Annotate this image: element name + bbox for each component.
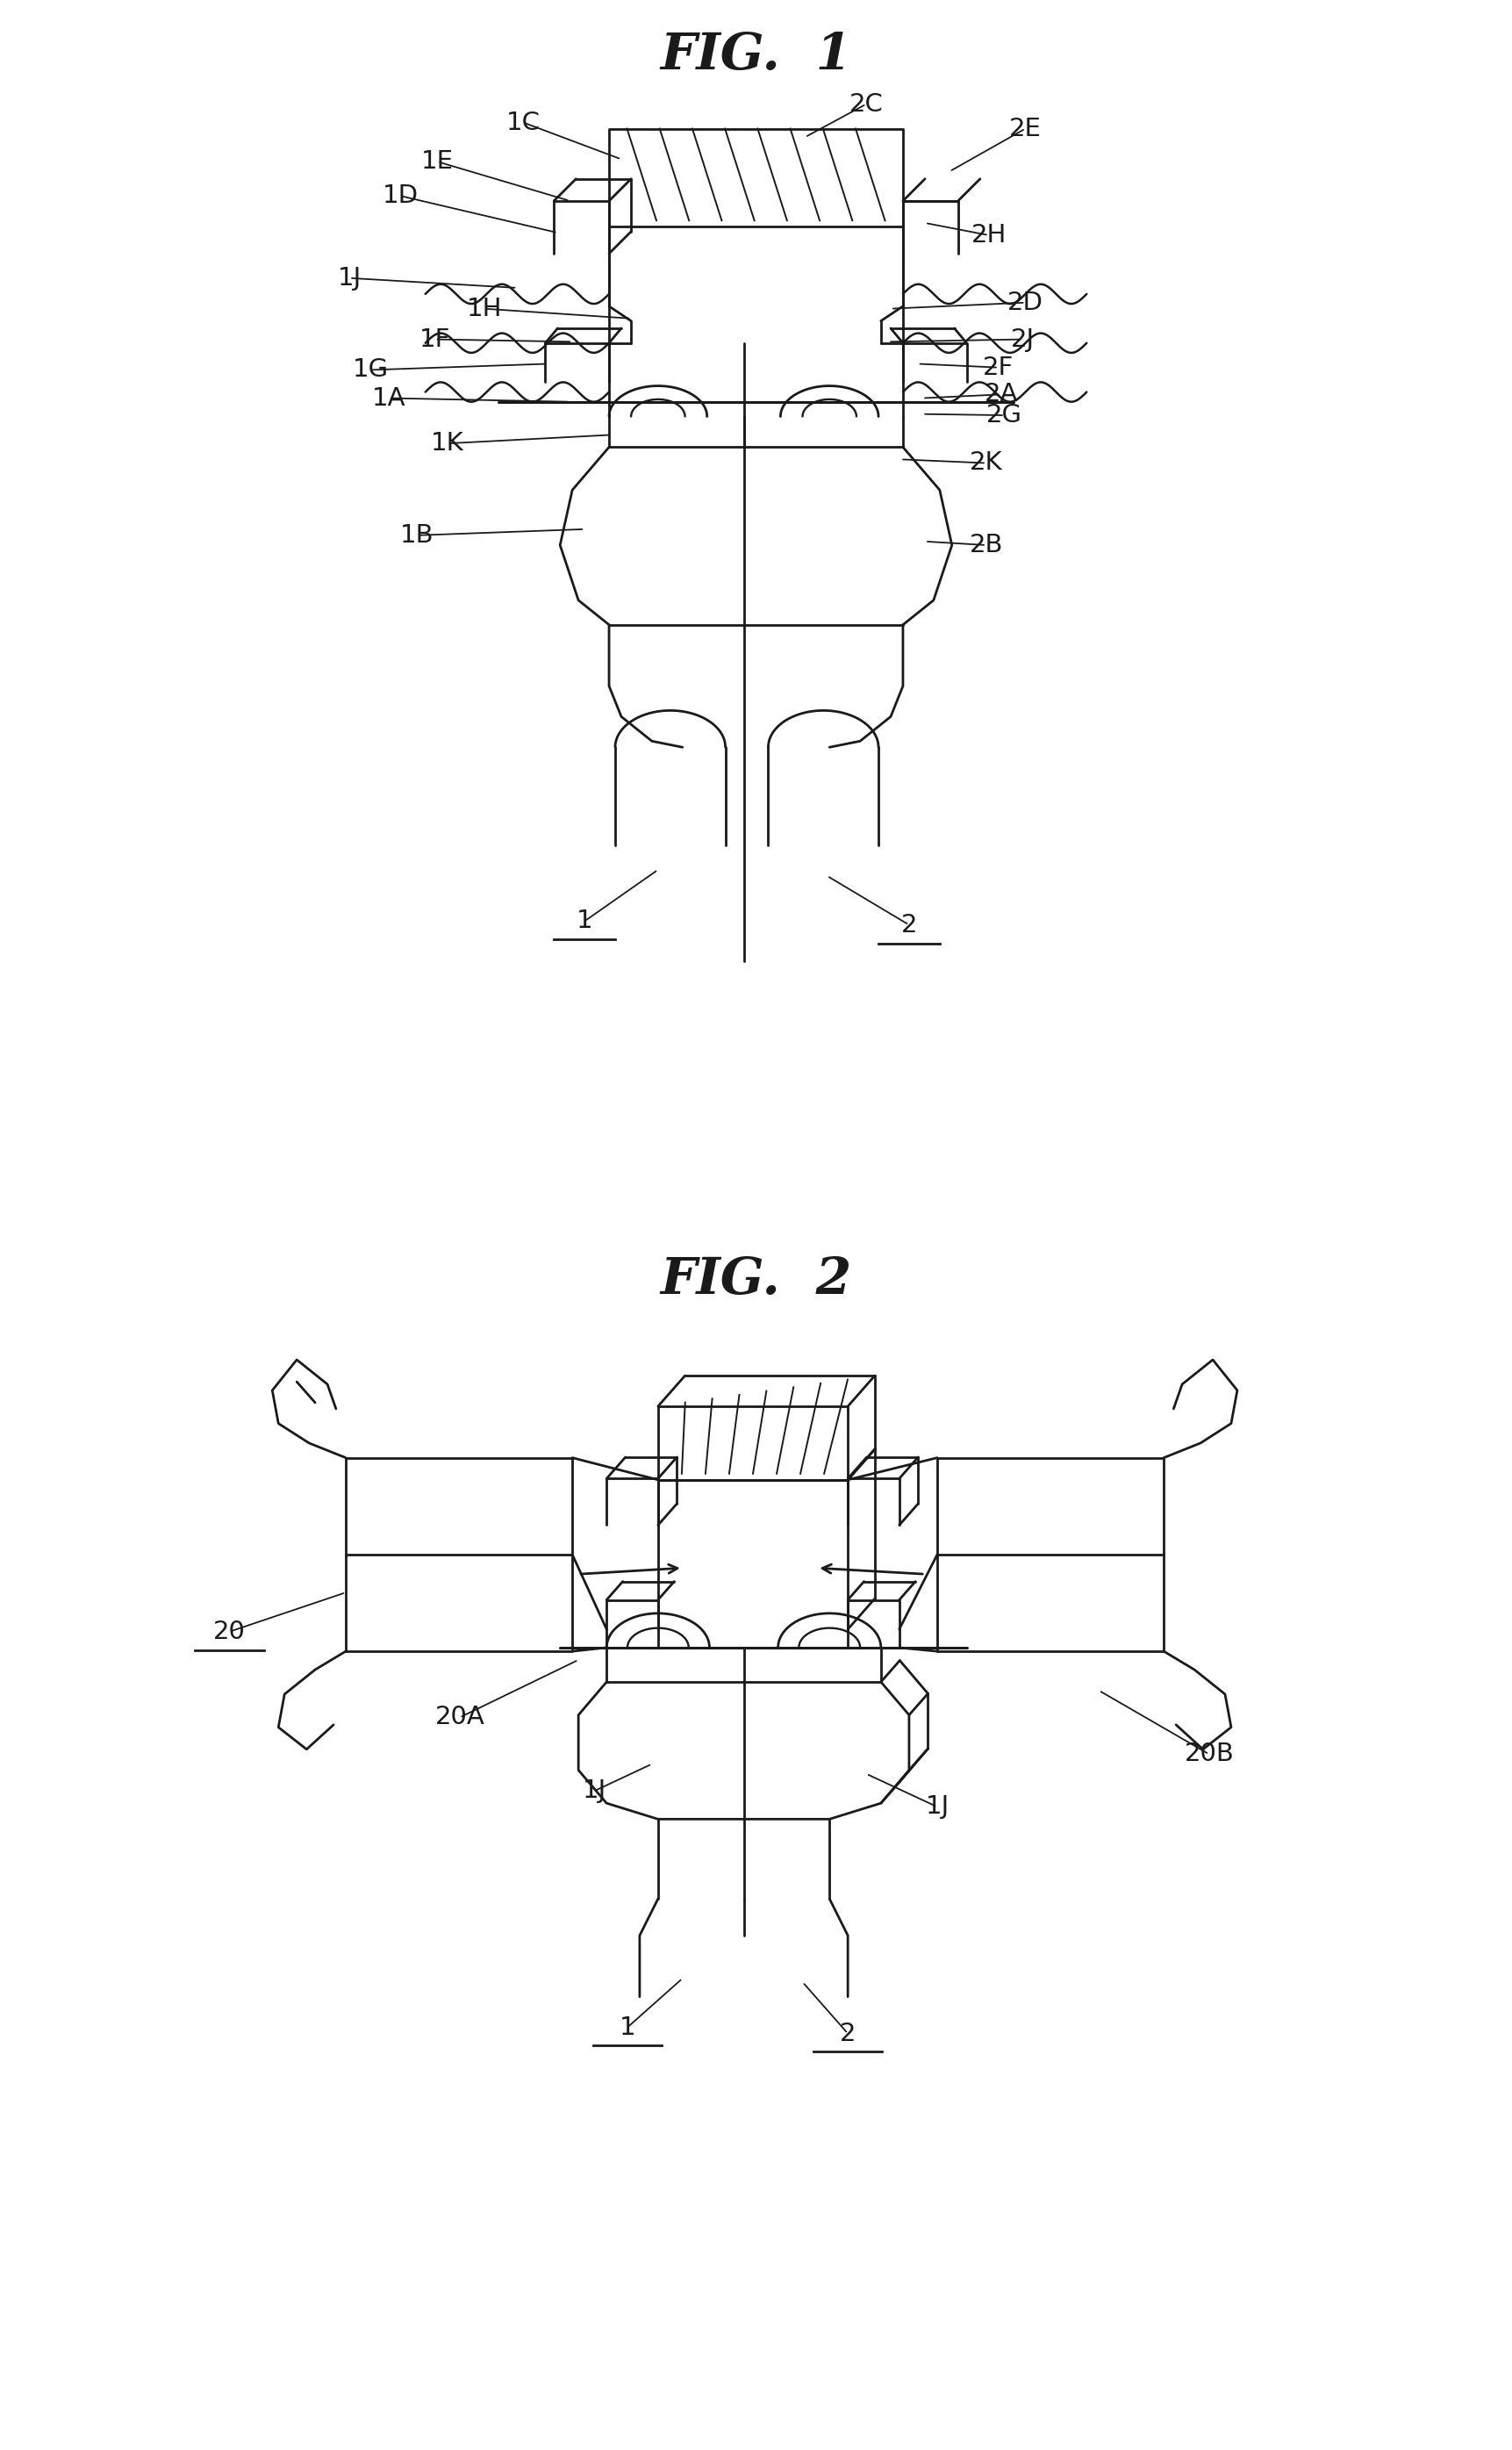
- Text: 2H: 2H: [971, 223, 1007, 247]
- Text: 2: 2: [901, 911, 918, 938]
- Text: 2B: 2B: [969, 532, 1002, 559]
- Text: 1J: 1J: [925, 1793, 950, 1820]
- Text: 2F: 2F: [983, 355, 1015, 380]
- Text: 2J: 2J: [1012, 326, 1034, 353]
- Text: 20: 20: [213, 1619, 245, 1644]
- Text: 1A: 1A: [372, 385, 405, 412]
- Text: 1: 1: [576, 909, 593, 933]
- Text: 1C: 1C: [507, 110, 540, 135]
- Text: 1K: 1K: [431, 431, 464, 456]
- Text: 2C: 2C: [850, 91, 883, 118]
- Text: 1B: 1B: [399, 522, 434, 549]
- Text: 1: 1: [620, 2014, 635, 2041]
- Text: 1H: 1H: [466, 296, 502, 321]
- Text: 2: 2: [839, 2021, 856, 2046]
- Text: 2D: 2D: [1007, 289, 1043, 316]
- Text: 20B: 20B: [1184, 1742, 1234, 1766]
- Text: FIG.  1: FIG. 1: [661, 29, 851, 81]
- Text: 2A: 2A: [984, 382, 1018, 407]
- Text: 1E: 1E: [422, 149, 454, 174]
- Text: 2G: 2G: [987, 402, 1022, 429]
- Text: 2K: 2K: [969, 451, 1002, 475]
- Text: 1J: 1J: [337, 265, 361, 292]
- Text: 1D: 1D: [383, 184, 419, 208]
- Text: 1F: 1F: [420, 326, 451, 353]
- Text: 1J: 1J: [582, 1779, 606, 1803]
- Text: 1G: 1G: [352, 358, 389, 382]
- Text: 20A: 20A: [435, 1705, 484, 1730]
- Text: 2E: 2E: [1009, 115, 1042, 142]
- Text: FIG.  2: FIG. 2: [661, 1257, 851, 1306]
